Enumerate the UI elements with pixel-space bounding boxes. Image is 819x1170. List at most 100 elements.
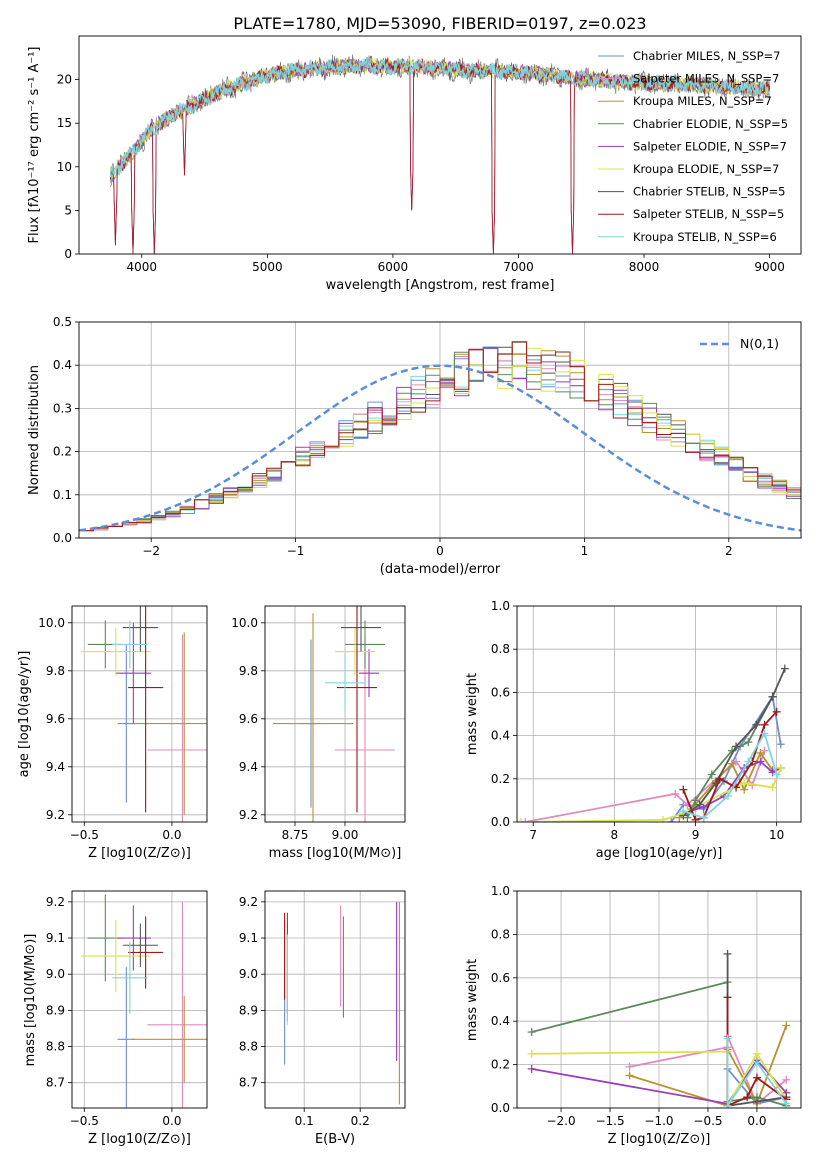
x-axis-label: E(B-V) xyxy=(315,1132,355,1147)
series-line xyxy=(686,696,774,819)
y-tick-label: 8.8 xyxy=(239,1040,258,1054)
plot-area xyxy=(72,606,207,822)
y-tick-label: 9.4 xyxy=(46,760,65,774)
y-axis-label: Flux [fλ10⁻¹⁷ erg cm⁻² s⁻¹ A⁻¹] xyxy=(27,47,42,244)
y-tick-label: 10.0 xyxy=(231,616,258,630)
y-tick-label: 9.0 xyxy=(46,967,65,981)
y-tick-label: 9.2 xyxy=(46,895,65,909)
x-tick-label: 10 xyxy=(769,828,784,842)
x-tick-label: −0.5 xyxy=(693,1114,722,1128)
legend-label: Salpeter ELODIE, N_SSP=7 xyxy=(633,139,787,153)
histogram-step xyxy=(79,347,801,532)
series-line xyxy=(524,750,766,822)
y-tick-label: 0.5 xyxy=(53,315,72,329)
x-tick-label: 1 xyxy=(581,544,589,558)
x-tick-label: 8.75 xyxy=(282,828,309,842)
legend-label: Salpeter STELIB, N_SSP=5 xyxy=(633,207,784,221)
y-axis-label: Normed distribution xyxy=(27,365,42,495)
age-vs-metallicity-panel: −0.5 0.0 9.2 9.4 9.6 9.8 10.0 Z [log10(Z/Z⊙)] ag… xyxy=(17,605,208,861)
y-tick-label: 20 xyxy=(57,73,72,87)
y-axis-label: mass weight xyxy=(465,959,480,1041)
y-tick-label: 15 xyxy=(57,116,72,130)
series-line xyxy=(683,731,778,819)
y-tick-label: 0.0 xyxy=(491,815,510,829)
mass-vs-reddening-panel: 0.1 0.2 8.7 8.8 8.9 9.0 9.1 9.2 E(B-V) xyxy=(239,890,406,1147)
residual-distribution-panel: −2 −1 0 1 2 0.0 0.1 0.2 0.3 0.4 0.5 (data-model)/er… xyxy=(27,315,802,577)
y-tick-label: 9.8 xyxy=(46,664,65,678)
x-tick-label: 6000 xyxy=(378,260,409,274)
axes-frame xyxy=(516,605,802,823)
y-tick-label: 9.4 xyxy=(239,760,258,774)
y-tick-label: 9.8 xyxy=(239,664,258,678)
y-tick-label: 9.6 xyxy=(239,712,258,726)
x-axis-label: age [log10(age/yr)] xyxy=(596,846,723,861)
y-tick-label: 8.9 xyxy=(46,1003,65,1017)
x-tick-label: −1.5 xyxy=(595,1114,624,1128)
age-vs-mass-panel: 8.75 9.00 9.2 9.4 9.6 9.8 10.0 mass [log10(M/M⊙… xyxy=(231,605,406,861)
y-tick-label: 0.4 xyxy=(53,358,72,372)
x-tick-label: 5000 xyxy=(252,260,283,274)
x-axis-label: Z [log10(Z/Z⊙)] xyxy=(88,846,191,861)
y-tick-label: 10 xyxy=(57,160,72,174)
y-tick-label: 9.1 xyxy=(239,931,258,945)
plot-area xyxy=(109,54,771,254)
x-axis-label: Z [log10(Z/Z⊙)] xyxy=(608,1132,711,1147)
y-axis-label: age [log10(age/yr)] xyxy=(17,651,32,778)
x-tick-label: 9000 xyxy=(754,260,785,274)
x-axis-label: (data-model)/error xyxy=(380,562,501,577)
histogram-step xyxy=(79,346,801,532)
legend-label: N(0,1) xyxy=(740,336,779,351)
x-tick-label: −1 xyxy=(287,544,305,558)
spectrum-panel: 4000 5000 6000 7000 8000 9000 0 5 10 15 20 waveleng… xyxy=(27,35,802,293)
legend-label: Kroupa ELODIE, N_SSP=7 xyxy=(633,162,779,176)
histogram-step xyxy=(79,341,801,532)
x-tick-label: −2.0 xyxy=(546,1114,575,1128)
y-tick-label: 1.0 xyxy=(491,599,510,613)
mass-weight-vs-metallicity-panel: −2.0 −1.5 −1.0 −0.5 0.0 0.0 0.2 0.4 0.6 0.8 1.0 Z [… xyxy=(465,884,802,1147)
legend-label: Chabrier MILES, N_SSP=7 xyxy=(633,49,780,63)
x-tick-label: −0.5 xyxy=(70,1114,99,1128)
plot-area xyxy=(517,606,801,822)
axes-frame xyxy=(78,35,802,255)
axes-frame xyxy=(71,890,208,1109)
y-tick-label: 8.7 xyxy=(239,1076,258,1090)
y-axis-label: mass weight xyxy=(465,673,480,755)
legend: Chabrier MILES, N_SSP=7 Salpeter MILES, N… xyxy=(598,49,788,244)
x-tick-label: 8000 xyxy=(629,260,660,274)
x-axis-label: mass [log10(M/M⊙)] xyxy=(269,846,402,861)
y-tick-label: 9.6 xyxy=(46,712,65,726)
legend-label: Kroupa STELIB, N_SSP=6 xyxy=(633,230,777,244)
plot-area xyxy=(265,606,405,822)
series-line xyxy=(521,767,782,822)
plot-area xyxy=(72,891,207,1108)
histogram-step xyxy=(79,346,801,532)
y-tick-label: 0.1 xyxy=(53,488,72,502)
y-tick-label: 9.2 xyxy=(239,895,258,909)
series-line xyxy=(726,1038,788,1108)
normal-curve xyxy=(79,364,801,532)
series-line xyxy=(682,668,786,817)
y-tick-label: 8.7 xyxy=(46,1076,65,1090)
x-tick-label: −1.0 xyxy=(644,1114,673,1128)
x-tick-label: 0.1 xyxy=(295,1114,314,1128)
legend-label: Salpeter MILES, N_SSP=7 xyxy=(633,72,779,86)
y-tick-label: 9.2 xyxy=(239,808,258,822)
y-tick-label: 8.8 xyxy=(46,1040,65,1054)
plot-area xyxy=(79,322,801,538)
x-tick-label: 7000 xyxy=(503,260,534,274)
y-tick-label: 0.8 xyxy=(491,642,510,656)
y-tick-label: 10.0 xyxy=(38,616,65,630)
histogram-step xyxy=(79,346,801,532)
x-tick-label: 0 xyxy=(436,544,444,558)
legend-label: Chabrier STELIB, N_SSP=5 xyxy=(633,185,785,199)
y-tick-label: 9.2 xyxy=(46,808,65,822)
y-tick-label: 0.4 xyxy=(491,1014,510,1028)
y-tick-label: 0 xyxy=(64,247,72,261)
mass-vs-metallicity-panel: −0.5 0.0 8.7 8.8 8.9 9.0 9.1 9.2 Z [log10(Z/Z⊙)]… xyxy=(23,890,208,1147)
y-tick-label: 0.0 xyxy=(53,531,72,545)
mass-weight-vs-age-panel: 7 8 9 10 0.0 0.2 0.4 0.6 0.8 1.0 age [log10(age/yr… xyxy=(465,599,802,861)
x-tick-label: 0.0 xyxy=(747,1114,766,1128)
histogram-step xyxy=(79,347,801,532)
legend-label: Chabrier ELODIE, N_SSP=5 xyxy=(633,117,788,131)
figure-title: PLATE=1780, MJD=53090, FIBERID=0197, z=0… xyxy=(233,14,646,33)
